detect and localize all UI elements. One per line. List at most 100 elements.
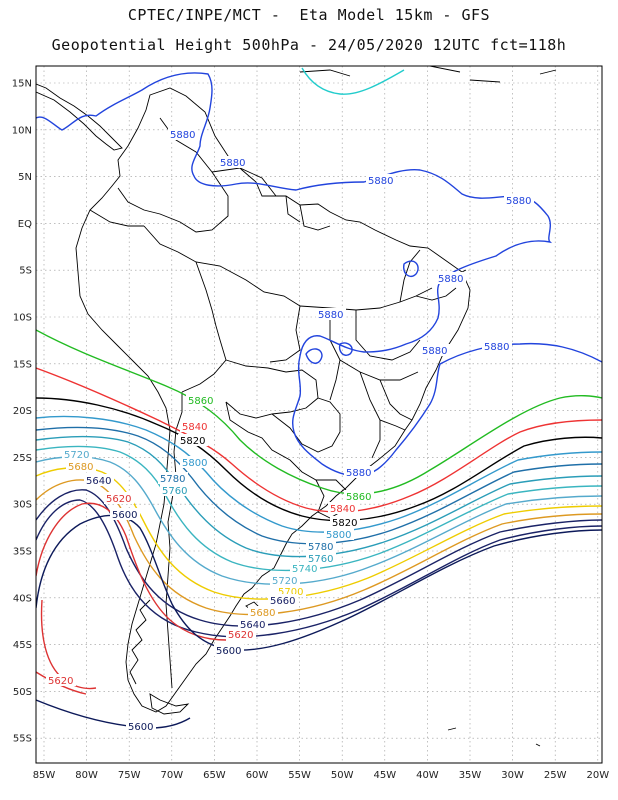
lat-label: 50S	[13, 687, 32, 698]
lat-label: 20S	[13, 406, 32, 417]
lon-label: 70W	[160, 770, 183, 781]
lon-label: 35W	[459, 770, 482, 781]
label-5600-a: 5600	[112, 510, 137, 521]
brazil-states	[299, 249, 457, 459]
label-5680-b: 5680	[250, 608, 275, 619]
lon-label: 25W	[544, 770, 567, 781]
lon-label: 20W	[586, 770, 609, 781]
label-5840-a: 5840	[182, 422, 207, 433]
lon-label: 30W	[501, 770, 524, 781]
title-line-2: Geopotential Height 500hPa - 24/05/2020 …	[51, 36, 567, 54]
lon-label: 60W	[246, 770, 269, 781]
chile-islands	[129, 599, 151, 685]
border-argentina-bolivia	[225, 401, 347, 491]
lat-label: 15N	[12, 79, 32, 90]
caribbean-islands	[299, 66, 557, 83]
label-5820-b: 5820	[332, 518, 357, 529]
contour-5660	[36, 489, 602, 627]
label-5880-h: 5880	[484, 342, 509, 353]
coastline-borders	[36, 66, 557, 747]
lat-label: 55S	[13, 734, 32, 745]
contour-5620	[36, 502, 227, 695]
label-5820-a: 5820	[180, 436, 205, 447]
longitude-labels: 85W 80W 75W 70W 65W 60W 55W 50W 45W 40W 35W 30W 25W 2…	[33, 770, 610, 781]
label-5880-a: 5880	[170, 130, 195, 141]
label-5660: 5660	[270, 596, 295, 607]
label-5860-b: 5860	[346, 492, 371, 503]
label-5800-a: 5800	[182, 458, 207, 469]
contour-labels: 5880 5880 5880 5880 5880 5880 5880 5880 …	[46, 128, 534, 733]
lat-label: 10S	[13, 313, 32, 324]
lat-label: 40S	[13, 593, 32, 604]
contour-5720	[36, 456, 602, 585]
lat-label: 30S	[13, 500, 32, 511]
tierra-del-fuego	[149, 693, 190, 715]
border-argentina-chile	[165, 392, 183, 689]
label-5720-a: 5720	[64, 450, 89, 461]
lat-lon-grid	[36, 66, 602, 763]
label-5760-b: 5760	[308, 554, 333, 565]
border-colombia	[117, 117, 229, 233]
label-5620-b: 5620	[228, 630, 253, 641]
border-paraguay	[271, 397, 341, 453]
border-venezuela	[211, 167, 277, 197]
lat-label: 5S	[19, 266, 32, 277]
lat-label: 45S	[13, 640, 32, 651]
lat-label: 35S	[13, 547, 32, 558]
contour-5760	[36, 435, 602, 558]
label-5800-b: 5800	[326, 530, 351, 541]
lat-label: 25S	[13, 453, 32, 464]
label-5600-b: 5600	[216, 646, 241, 657]
label-5880-g: 5880	[422, 346, 447, 357]
lat-label: 10N	[12, 125, 32, 136]
label-5700: 5700	[278, 587, 303, 598]
border-guianas	[285, 195, 331, 231]
central-america	[36, 83, 123, 151]
contour-5860	[36, 329, 602, 495]
label-5740: 5740	[292, 564, 317, 575]
map-frame	[35, 65, 603, 764]
label-5620-a: 5620	[106, 494, 131, 505]
contour-5880-loop-3	[338, 342, 353, 356]
label-5780-b: 5780	[308, 542, 333, 553]
label-5620-c: 5620	[48, 676, 73, 687]
contour-5840	[36, 367, 602, 513]
lon-label: 50W	[331, 770, 354, 781]
border-peru-brazil	[143, 225, 301, 363]
lon-label: 45W	[373, 770, 396, 781]
label-5860-a: 5860	[188, 396, 213, 407]
contour-5780	[36, 426, 602, 545]
label-5640-b: 5640	[240, 620, 265, 631]
south-america-coast	[75, 87, 471, 713]
label-5720-b: 5720	[272, 576, 297, 587]
lon-label: 55W	[288, 770, 311, 781]
label-5840-b: 5840	[330, 504, 355, 515]
atlantic-islands	[461, 269, 541, 747]
label-5880-c: 5880	[368, 176, 393, 187]
lat-label: 5N	[18, 172, 32, 183]
lon-label: 75W	[118, 770, 141, 781]
contour-5880-cyan	[301, 67, 405, 95]
contour-5880-loop-2	[402, 260, 419, 278]
label-5880-b: 5880	[220, 158, 245, 169]
border-bolivia	[225, 359, 319, 419]
title-line-1: CPTEC/INPE/MCT - Eta Model 15km - GFS	[127, 6, 491, 24]
south-georgia	[447, 727, 457, 731]
contour-5800	[36, 415, 602, 533]
lon-label: 65W	[203, 770, 226, 781]
label-5880-i: 5880	[346, 468, 371, 479]
border-peru-bolivia	[181, 261, 227, 393]
contour-5740	[36, 445, 602, 572]
lon-label: 85W	[33, 770, 56, 781]
lat-label: EQ	[18, 219, 32, 230]
label-5600-c: 5600	[128, 722, 153, 733]
label-5760-a: 5760	[162, 486, 187, 497]
border-ecuador	[89, 209, 144, 227]
label-5640-a: 5640	[86, 476, 111, 487]
label-5780-a: 5780	[160, 474, 185, 485]
label-5880-e: 5880	[438, 274, 463, 285]
label-5880-f: 5880	[318, 310, 343, 321]
lon-label: 80W	[75, 770, 98, 781]
label-5680-a: 5680	[68, 462, 93, 473]
label-5880-d: 5880	[506, 196, 531, 207]
